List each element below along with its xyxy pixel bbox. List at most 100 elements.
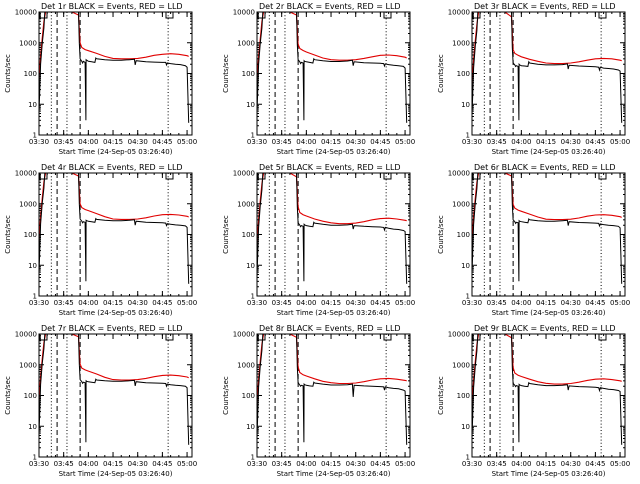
y-tick-label: 10 xyxy=(461,101,470,109)
y-tick-label: 10000 xyxy=(448,170,470,178)
y-axis-label: Counts/sec xyxy=(437,54,445,93)
y-tick-label: 10000 xyxy=(15,331,37,339)
panel-title: Det 2r BLACK = Events, RED = LLD xyxy=(259,2,401,11)
y-tick-label: 10 xyxy=(246,262,255,270)
x-tick-label: 03:45 xyxy=(487,460,507,468)
panel-title: Det 6r BLACK = Events, RED = LLD xyxy=(474,163,616,172)
x-tick-label: 03:45 xyxy=(487,299,507,307)
y-tick-label: 10000 xyxy=(15,9,37,17)
x-axis-label: Start Time (24-Sep-05 03:26:40) xyxy=(59,309,173,317)
x-tick-label: 03:45 xyxy=(272,299,292,307)
x-tick-label: 05:00 xyxy=(395,138,415,146)
y-tick-label: 10 xyxy=(461,423,470,431)
y-tick-label: 1000 xyxy=(452,39,470,47)
x-axis-label: Start Time (24-Sep-05 03:26:40) xyxy=(59,148,173,156)
y-tick-label: 10000 xyxy=(233,9,255,17)
x-tick-label: 04:15 xyxy=(321,138,341,146)
y-tick-label: 1000 xyxy=(237,361,255,369)
panel-title: Det 7r BLACK = Events, RED = LLD xyxy=(41,324,183,333)
y-tick-label: 10 xyxy=(246,101,255,109)
x-tick-label: 04:30 xyxy=(561,138,581,146)
top-flag-marker xyxy=(165,173,174,180)
series-lld-line xyxy=(471,172,622,242)
y-tick-label: 10000 xyxy=(448,9,470,17)
plot-frame xyxy=(256,11,411,136)
x-tick-label: 04:45 xyxy=(152,460,172,468)
x-tick-label: 04:00 xyxy=(78,138,98,146)
top-flag-marker xyxy=(383,12,392,19)
plot-frame xyxy=(256,333,411,458)
y-tick-label: 1000 xyxy=(237,39,255,47)
panel-title: Det 9r BLACK = Events, RED = LLD xyxy=(474,324,616,333)
y-tick-label: 100 xyxy=(242,231,255,239)
y-tick-label: 10 xyxy=(28,262,37,270)
plot-frame xyxy=(471,172,626,297)
top-flag-marker xyxy=(383,173,392,180)
x-tick-label: 05:00 xyxy=(395,299,415,307)
y-tick-label: 100 xyxy=(242,70,255,78)
x-axis-label: Start Time (24-Sep-05 03:26:40) xyxy=(277,470,391,478)
x-tick-label: 04:00 xyxy=(78,460,98,468)
x-tick-label: 05:00 xyxy=(395,460,415,468)
y-tick-label: 100 xyxy=(457,231,470,239)
x-tick-label: 05:00 xyxy=(177,138,197,146)
x-tick-label: 03:45 xyxy=(54,460,74,468)
x-tick-label: 04:00 xyxy=(511,460,531,468)
x-tick-label: 04:45 xyxy=(152,138,172,146)
panel-title: Det 8r BLACK = Events, RED = LLD xyxy=(259,324,401,333)
y-axis-label: Counts/sec xyxy=(222,376,230,415)
plot-frame xyxy=(38,172,193,297)
x-tick-label: 04:00 xyxy=(78,299,98,307)
y-tick-label: 1 xyxy=(466,454,470,462)
plot-frame xyxy=(471,11,626,136)
y-tick-label: 1 xyxy=(33,132,37,140)
x-tick-label: 05:00 xyxy=(610,299,630,307)
y-tick-label: 10 xyxy=(28,423,37,431)
series-events-line xyxy=(256,11,408,123)
x-tick-label: 03:30 xyxy=(462,460,482,468)
y-tick-label: 10 xyxy=(461,262,470,270)
y-axis-label: Counts/sec xyxy=(437,215,445,254)
series-events-line xyxy=(471,333,623,445)
x-tick-label: 04:45 xyxy=(152,299,172,307)
x-tick-label: 05:00 xyxy=(610,138,630,146)
panel-title: Det 5r BLACK = Events, RED = LLD xyxy=(259,163,401,172)
series-lld-line xyxy=(256,172,407,246)
y-tick-label: 1 xyxy=(466,293,470,301)
y-tick-label: 100 xyxy=(24,392,37,400)
x-tick-label: 04:00 xyxy=(511,299,531,307)
y-axis-label: Counts/sec xyxy=(437,376,445,415)
x-tick-label: 04:45 xyxy=(370,460,390,468)
x-tick-label: 04:45 xyxy=(585,460,605,468)
series-lld-line xyxy=(471,11,622,86)
y-tick-label: 1 xyxy=(251,132,255,140)
x-tick-label: 03:45 xyxy=(272,460,292,468)
x-tick-label: 04:15 xyxy=(536,460,556,468)
x-tick-label: 03:30 xyxy=(462,138,482,146)
x-tick-label: 04:30 xyxy=(128,138,148,146)
x-tick-label: 04:45 xyxy=(370,299,390,307)
x-tick-label: 03:45 xyxy=(54,138,74,146)
y-tick-label: 10000 xyxy=(233,331,255,339)
x-axis-label: Start Time (24-Sep-05 03:26:40) xyxy=(492,309,606,317)
x-tick-label: 04:15 xyxy=(536,138,556,146)
x-tick-label: 03:30 xyxy=(29,299,49,307)
y-tick-label: 100 xyxy=(24,231,37,239)
plot-frame xyxy=(38,11,193,136)
series-lld-line xyxy=(38,333,189,402)
y-tick-label: 1000 xyxy=(19,39,37,47)
x-tick-label: 04:30 xyxy=(128,299,148,307)
x-tick-label: 04:00 xyxy=(511,138,531,146)
y-axis-label: Counts/sec xyxy=(4,215,12,254)
y-tick-label: 1 xyxy=(251,454,255,462)
x-tick-label: 05:00 xyxy=(610,460,630,468)
x-tick-label: 04:15 xyxy=(103,299,123,307)
series-events-line xyxy=(38,333,190,445)
top-flag-marker xyxy=(598,173,607,180)
x-tick-label: 04:30 xyxy=(561,460,581,468)
panel-6: Det 6r BLACK = Events, RED = LLD Counts/s… xyxy=(437,163,630,317)
top-flag-marker xyxy=(165,334,174,341)
y-tick-label: 100 xyxy=(242,392,255,400)
